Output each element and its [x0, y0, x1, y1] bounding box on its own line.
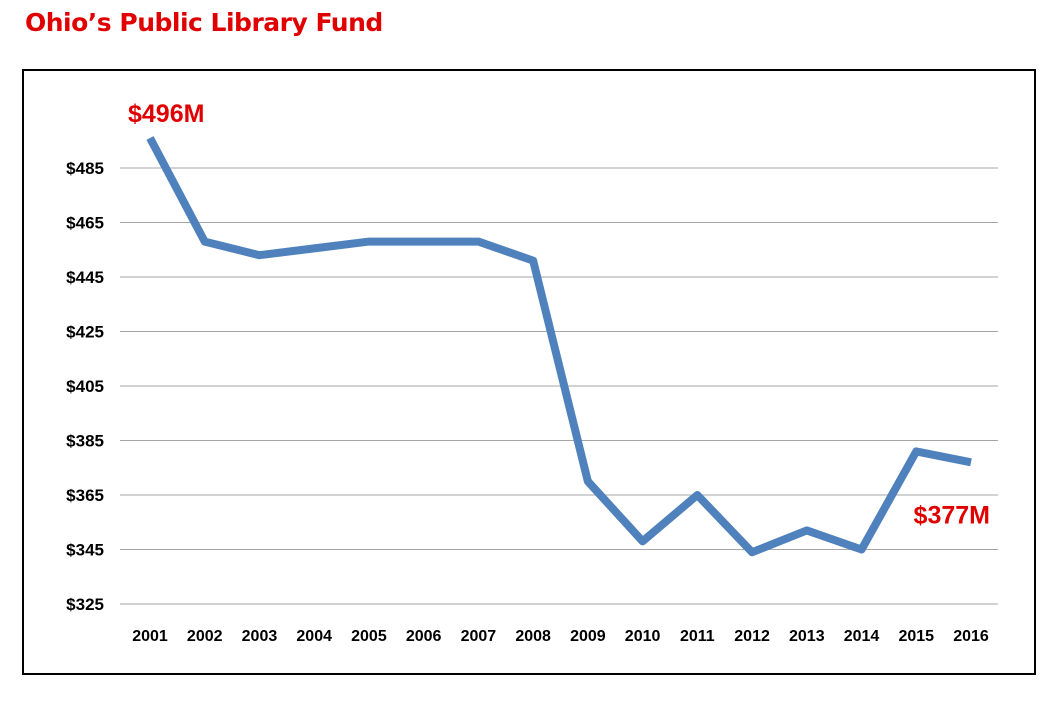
gridlines	[120, 167, 998, 605]
x-tick-label: 2009	[570, 628, 606, 645]
y-tick-label: $365	[66, 486, 104, 505]
y-tick-label: $325	[66, 595, 104, 614]
y-tick-label: $445	[66, 268, 104, 287]
page-title: Ohio’s Public Library Fund	[25, 8, 383, 37]
x-tick-label: 2008	[515, 628, 551, 645]
x-tick-label: 2002	[187, 628, 223, 645]
y-tick-label: $485	[66, 159, 104, 178]
y-tick-label: $385	[66, 432, 104, 451]
x-tick-label: 2015	[898, 628, 934, 645]
x-tick-label: 2004	[296, 628, 332, 645]
x-axis-tick-labels: 2001 2002 2003 2004 2005 2006 2007 2008 2009 2010…	[132, 628, 989, 645]
series-line-0	[146, 136, 972, 557]
x-tick-label: 2012	[734, 628, 770, 645]
y-tick-label: $465	[66, 214, 104, 233]
x-tick-label: 2001	[132, 628, 168, 645]
x-tick-label: 2007	[461, 628, 497, 645]
x-tick-label: 2014	[844, 628, 880, 645]
x-tick-label: 2010	[625, 628, 661, 645]
y-tick-label: $405	[66, 377, 104, 396]
x-tick-label: 2016	[953, 628, 989, 645]
x-tick-label: 2013	[789, 628, 825, 645]
annotation-label-1: $377M	[914, 501, 990, 529]
series-lines	[146, 136, 972, 557]
x-tick-label: 2005	[351, 628, 387, 645]
x-tick-label: 2003	[242, 628, 278, 645]
annotation-label-0: $496M	[128, 100, 204, 128]
y-axis-tick-labels: $325 $345 $365 $385 $405 $425 $445 $465 $485	[66, 159, 104, 614]
y-tick-label: $345	[66, 541, 104, 560]
x-tick-label: 2011	[680, 628, 715, 645]
chart-frame	[22, 69, 1036, 675]
x-tick-label: 2006	[406, 628, 442, 645]
y-tick-label: $425	[66, 323, 104, 342]
annotations: $496M $377M	[128, 100, 990, 529]
